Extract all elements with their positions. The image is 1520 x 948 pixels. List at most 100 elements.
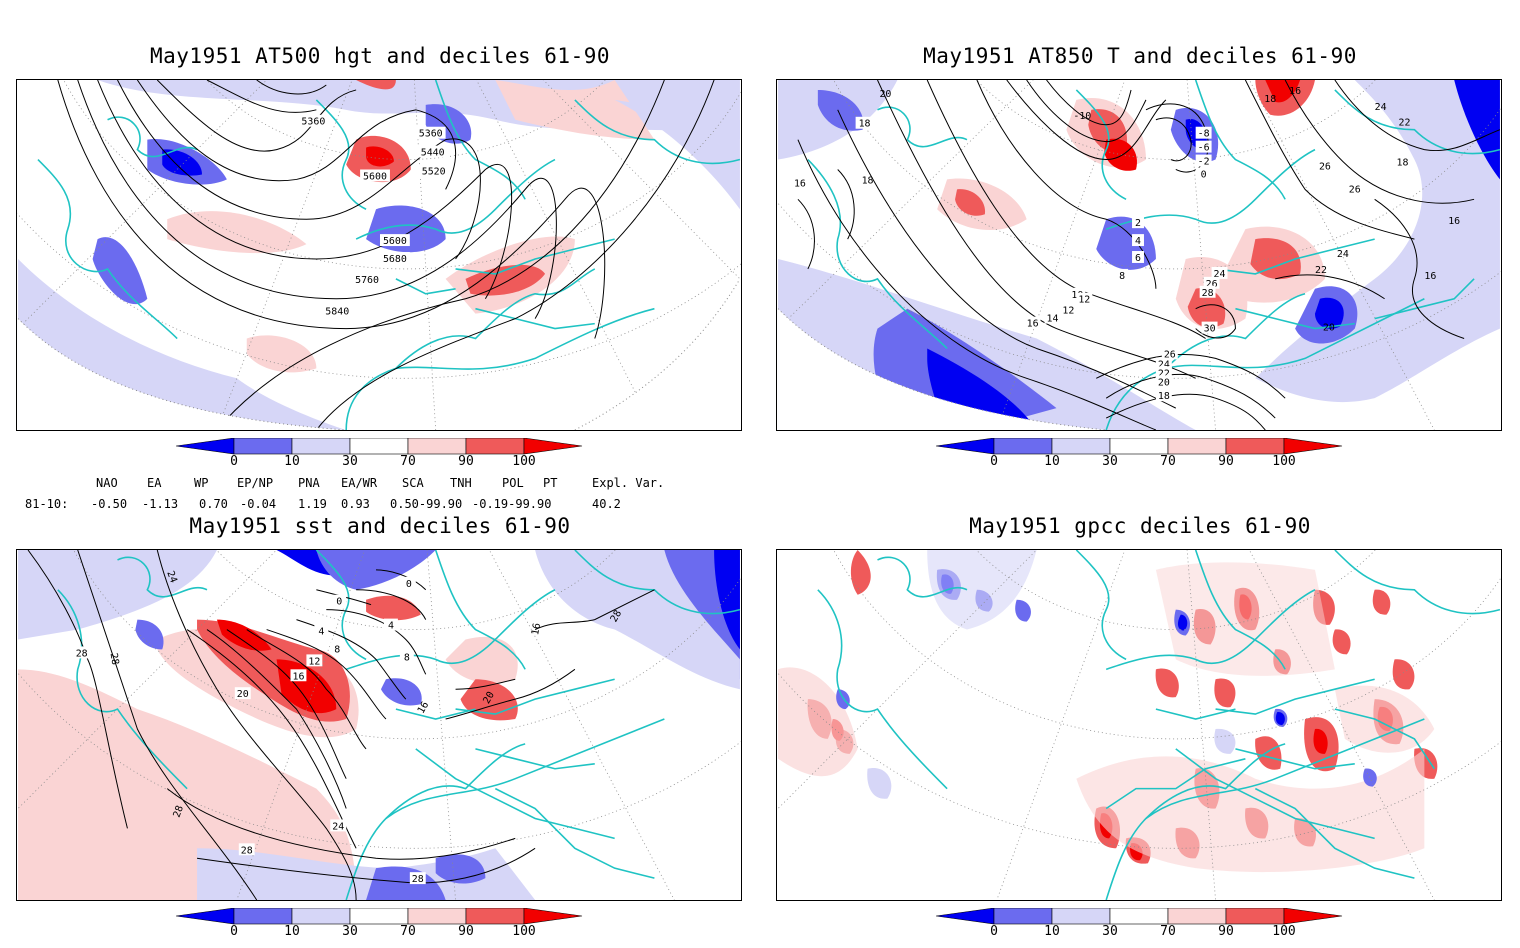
contour-label: 28 <box>238 843 255 856</box>
svg-text:24: 24 <box>1375 102 1387 113</box>
contour-label: 5360 <box>298 114 329 128</box>
colorbar-label: 70 <box>1160 924 1176 939</box>
contour-label: 20 <box>1155 375 1172 388</box>
svg-text:8: 8 <box>334 644 340 655</box>
contour-label: 5360 <box>415 126 446 140</box>
svg-text:12: 12 <box>1062 306 1074 317</box>
svg-text:16: 16 <box>292 671 304 682</box>
contour-label: 4 <box>1132 234 1144 247</box>
map-hgt500: 5360 5360 5440 5520 5600 5600 5680 5760 … <box>17 80 741 430</box>
contour-label: 24 <box>330 819 347 832</box>
colorbar-swatches <box>176 908 583 925</box>
contour-label: 24 <box>1155 357 1172 370</box>
contour-label: 26 <box>1203 276 1220 290</box>
svg-text:0: 0 <box>1201 169 1207 180</box>
contour-label: 4 <box>314 624 329 638</box>
svg-text:16: 16 <box>530 622 543 636</box>
svg-text:20: 20 <box>879 89 891 100</box>
colorbar-label: 70 <box>400 454 416 469</box>
contour-label: 28 <box>409 872 426 885</box>
svg-text:12: 12 <box>1078 295 1090 306</box>
contour-label: 20 <box>481 690 497 706</box>
map-panel-sst: 24 28 28 20 0 0 4 4 8 8 12 16 16 16 20 2… <box>16 549 742 901</box>
svg-text:5360: 5360 <box>419 129 443 140</box>
svg-text:18: 18 <box>1397 158 1409 169</box>
contour-label: 16 <box>1448 216 1460 227</box>
contour-label: 16 <box>794 178 806 189</box>
svg-text:26: 26 <box>1164 349 1176 360</box>
svg-text:16: 16 <box>416 700 432 716</box>
contour-label: 20 <box>234 687 251 700</box>
svg-text:18: 18 <box>862 175 874 186</box>
index-value: 0.50-99.90 <box>390 497 463 511</box>
contour-label: 0 <box>1195 167 1212 180</box>
contour-label: 12 <box>1076 292 1093 306</box>
index-value: 1.19 <box>298 497 327 511</box>
svg-text:20: 20 <box>1158 377 1170 388</box>
svg-text:5840: 5840 <box>325 307 349 318</box>
contour-label: 16 <box>1289 86 1301 97</box>
svg-text:-8: -8 <box>1198 129 1210 140</box>
colorbar-label: 0 <box>990 454 998 469</box>
title-t850: May1951 AT850 T and deciles 61-90 <box>923 44 1357 68</box>
svg-text:5360: 5360 <box>301 117 325 128</box>
svg-text:28: 28 <box>172 804 186 819</box>
contour-label: -2 <box>1195 154 1212 168</box>
svg-text:0: 0 <box>336 597 342 608</box>
contour-label: 18 <box>1397 158 1409 169</box>
contour-label: 28 <box>73 646 90 659</box>
contour-label: 28 <box>609 608 625 624</box>
contour-label: 5760 <box>352 272 382 286</box>
map-panel-gpcc <box>776 549 1502 901</box>
contour-label: 0 <box>332 594 347 608</box>
contour-label: 8 <box>1116 268 1129 282</box>
contour-label: 18 <box>1264 94 1276 105</box>
svg-text:22: 22 <box>1398 118 1410 129</box>
map-t850: 20 18 16 18 -10 -8 -6 -2 0 2 4 6 8 10 12… <box>777 80 1501 430</box>
contour-label: -10 <box>1073 111 1091 122</box>
svg-text:22: 22 <box>1158 368 1170 379</box>
svg-text:30: 30 <box>1204 324 1216 335</box>
contour-label: 16 <box>416 700 432 716</box>
svg-text:4: 4 <box>388 621 394 632</box>
svg-text:12: 12 <box>308 656 320 667</box>
colorbar-label: 70 <box>1160 454 1176 469</box>
contour-label: 30 <box>1201 321 1218 335</box>
svg-text:4: 4 <box>318 627 324 638</box>
contour-label: 5520 <box>418 164 449 177</box>
colorbar-label: 0 <box>230 924 238 939</box>
svg-text:16: 16 <box>794 178 806 189</box>
contour-label: 5600 <box>379 234 410 247</box>
contour-label: 28 <box>1199 285 1216 299</box>
svg-text:2: 2 <box>1135 218 1141 229</box>
svg-text:18: 18 <box>859 119 871 130</box>
svg-text:16: 16 <box>1424 271 1436 282</box>
svg-text:28: 28 <box>412 874 424 885</box>
svg-text:6: 6 <box>1135 253 1141 264</box>
map-gpcc <box>777 550 1501 900</box>
contour-label: 28 <box>172 804 186 819</box>
svg-text:4: 4 <box>1135 236 1141 247</box>
index-header: WP <box>194 476 209 490</box>
index-header: Expl. Var. <box>592 476 665 490</box>
contour-label: 5600 <box>360 169 390 182</box>
contour-label: 24 <box>1375 102 1387 113</box>
colorbar-label: 10 <box>1044 454 1060 469</box>
colorbar-label: 90 <box>1218 454 1234 469</box>
title-sst: May1951 sst and deciles 61-90 <box>189 514 571 538</box>
svg-text:8: 8 <box>404 652 410 663</box>
svg-text:5600: 5600 <box>363 171 387 182</box>
contour-label: 24 <box>1211 266 1228 280</box>
svg-text:28: 28 <box>609 608 625 624</box>
svg-text:26: 26 <box>1349 184 1361 195</box>
index-header: PT <box>543 476 558 490</box>
colorbar-hgt500: 0 10 30 70 90 100 <box>176 438 586 478</box>
colorbar-label: 90 <box>1218 924 1234 939</box>
svg-text:24: 24 <box>164 569 178 584</box>
colorbar-label: 30 <box>1102 924 1118 939</box>
index-header: TNH <box>450 476 472 490</box>
contour-label: 16 <box>530 622 543 636</box>
svg-text:5520: 5520 <box>422 166 446 177</box>
colorbar-label: 100 <box>1272 924 1296 939</box>
index-row-label: 81-10: <box>25 497 69 511</box>
